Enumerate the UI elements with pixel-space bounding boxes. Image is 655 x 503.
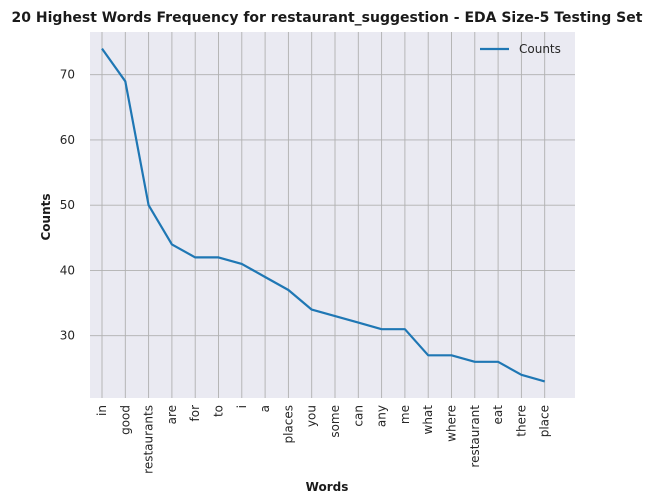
x-tick-label: a	[258, 405, 272, 412]
series-line-counts	[101, 47, 545, 383]
x-tick-labels: in good restaurants are for to i a places you some…	[95, 405, 552, 474]
y-tick-label: 70	[60, 68, 75, 82]
x-tick-label: good	[118, 405, 132, 435]
x-tick-label: restaurant	[468, 405, 482, 468]
x-tick-label: you	[305, 405, 319, 427]
y-tick-labels: 30 40 50 60 70	[60, 68, 75, 343]
x-tick-label: some	[328, 405, 342, 438]
x-tick-label: me	[398, 405, 412, 424]
y-tick-label: 50	[60, 198, 75, 212]
chart-title: 20 Highest Words Frequency for restauran…	[12, 10, 643, 26]
x-axis-label: Words	[306, 480, 349, 494]
x-tick-label: there	[514, 405, 528, 437]
y-tick-label: 30	[60, 329, 75, 343]
legend-label-counts: Counts	[519, 42, 561, 56]
x-tick-label: places	[281, 405, 295, 444]
x-tick-label: eat	[491, 405, 505, 425]
x-tick-label: to	[212, 405, 226, 417]
x-gridlines	[101, 32, 546, 398]
y-gridlines	[90, 74, 575, 337]
x-tick-label: what	[421, 405, 435, 435]
x-tick-label: in	[95, 405, 109, 416]
plot-area	[90, 32, 575, 398]
x-tick-label: i	[235, 405, 249, 408]
x-tick-label: any	[375, 405, 389, 427]
y-tick-label: 40	[60, 263, 75, 277]
x-tick-label: place	[538, 405, 552, 437]
y-tick-label: 60	[60, 133, 75, 147]
x-tick-label: are	[165, 405, 179, 424]
y-axis-label: Counts	[39, 193, 53, 240]
x-tick-label: can	[351, 405, 365, 427]
x-tick-label: where	[445, 405, 459, 442]
x-tick-label: restaurants	[142, 405, 156, 474]
legend: Counts	[480, 42, 561, 56]
x-tick-label: for	[188, 405, 202, 422]
